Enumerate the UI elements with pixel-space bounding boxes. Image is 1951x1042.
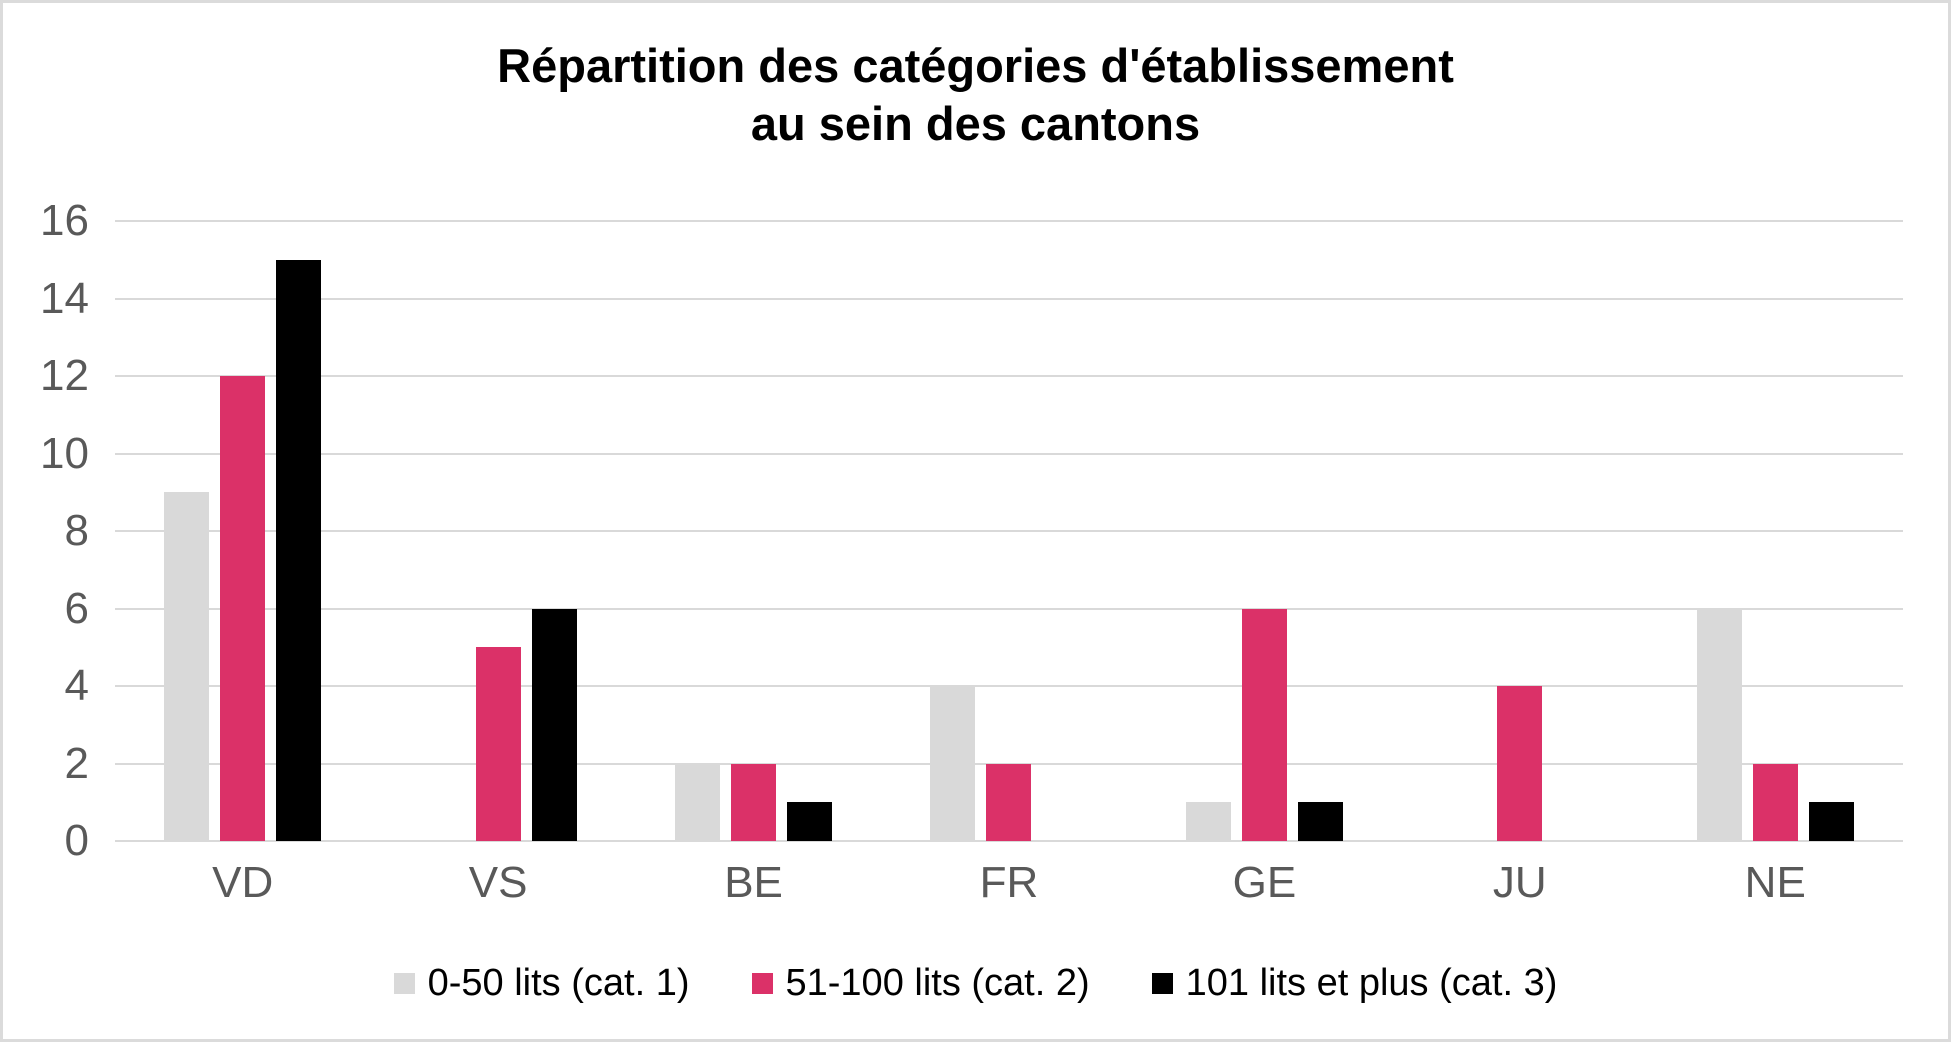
bar-slot <box>930 221 976 841</box>
bar-groups <box>115 221 1903 841</box>
bar-group-vd <box>115 221 370 841</box>
bar-ne-cat2 <box>1752 763 1798 841</box>
y-tick-label-2: 2 <box>64 738 89 788</box>
gridline-10 <box>115 452 1903 455</box>
x-axis: VD VS BE FR GE JU NE <box>115 859 1903 907</box>
y-tick-label-16: 16 <box>40 196 89 245</box>
y-tick-label-8: 8 <box>64 506 89 555</box>
bar-ge-cat3 <box>1297 802 1343 841</box>
legend-label-cat2: 51-100 lits (cat. 2) <box>785 962 1090 1004</box>
bar-slot <box>475 221 521 841</box>
legend: 0-50 lits (cat. 1) 51-100 lits (cat. 2) 10… <box>3 961 1948 1005</box>
bar-vd-cat3 <box>276 259 322 841</box>
gridline-4 <box>115 685 1903 687</box>
x-tick-label-vd: VD <box>212 858 274 907</box>
gridline-12 <box>115 375 1903 377</box>
bar-group-vs <box>370 221 625 841</box>
bar-slot <box>276 221 322 841</box>
bar-slot <box>1696 221 1742 841</box>
bar-ge-cat1 <box>1185 802 1231 841</box>
bar-slot <box>531 221 577 841</box>
chart-title-line2: au sein des cantons <box>750 97 1201 150</box>
bar-slot <box>1241 221 1287 841</box>
bar-fr-cat1 <box>930 686 976 841</box>
bar-slot <box>420 221 465 841</box>
y-tick-label-10: 10 <box>40 428 89 478</box>
y-tick-label-14: 14 <box>40 273 89 323</box>
bar-slot <box>220 221 266 841</box>
bar-group-ge <box>1137 221 1392 841</box>
x-tick-label-ju: JU <box>1492 858 1547 907</box>
chart-title: Répartition des catégories d'établisseme… <box>3 37 1948 153</box>
bar-fr-cat2 <box>986 763 1032 841</box>
bar-be-cat1 <box>675 763 721 841</box>
bar-slot <box>675 221 721 841</box>
legend-swatch-cat3 <box>1151 972 1173 994</box>
legend-swatch-cat2 <box>751 972 773 994</box>
gridline-6 <box>115 607 1903 610</box>
bar-slot <box>1497 221 1543 841</box>
chart-title-line1: Répartition des catégories d'établisseme… <box>497 39 1454 92</box>
y-tick-label-6: 6 <box>64 583 89 633</box>
bar-slot <box>787 221 833 841</box>
gridline-14 <box>115 297 1903 300</box>
bar-slot <box>1553 221 1598 841</box>
legend-item-cat2: 51-100 lits (cat. 2) <box>751 961 1090 1005</box>
plot-area <box>115 220 1903 842</box>
bar-be-cat2 <box>731 763 777 841</box>
bar-vs-cat2 <box>475 647 521 841</box>
legend-item-cat1: 0-50 lits (cat. 1) <box>393 961 690 1005</box>
y-tick-label-12: 12 <box>40 351 89 400</box>
bar-ge-cat2 <box>1241 608 1287 841</box>
legend-swatch-cat1 <box>393 972 415 994</box>
x-tick-label-vs: VS <box>468 858 528 907</box>
bar-ju-cat2 <box>1497 686 1543 841</box>
bar-group-ne <box>1648 221 1903 841</box>
legend-label-cat3: 101 lits et plus (cat. 3) <box>1185 962 1558 1004</box>
bar-slot <box>1441 221 1486 841</box>
x-tick-label-be: BE <box>724 858 783 907</box>
bar-slot <box>1297 221 1343 841</box>
gridline-8 <box>115 530 1903 532</box>
x-tick-label-fr: FR <box>979 858 1039 907</box>
bar-slot <box>1752 221 1798 841</box>
bar-vd-cat1 <box>164 492 210 841</box>
bar-slot <box>164 221 210 841</box>
bar-group-ju <box>1392 221 1647 841</box>
y-tick-label-4: 4 <box>64 661 89 710</box>
bar-slot <box>731 221 777 841</box>
bar-slot <box>1185 221 1231 841</box>
gridline-16 <box>115 220 1903 222</box>
bar-vd-cat2 <box>220 376 266 841</box>
bar-ne-cat3 <box>1808 802 1854 841</box>
x-tick-label-ge: GE <box>1232 858 1297 907</box>
bar-ne-cat1 <box>1696 608 1742 841</box>
bar-slot <box>1808 221 1854 841</box>
y-tick-label-0: 0 <box>64 816 89 865</box>
bar-group-be <box>626 221 881 841</box>
bar-slot <box>986 221 1032 841</box>
bar-slot <box>1042 221 1087 841</box>
bar-be-cat3 <box>787 802 833 841</box>
bar-vs-cat3 <box>531 608 577 841</box>
gridline-0 <box>115 840 1903 842</box>
legend-label-cat1: 0-50 lits (cat. 1) <box>427 962 690 1004</box>
bar-group-fr <box>881 221 1136 841</box>
x-tick-label-ne: NE <box>1744 858 1806 907</box>
legend-item-cat3: 101 lits et plus (cat. 3) <box>1151 961 1558 1005</box>
